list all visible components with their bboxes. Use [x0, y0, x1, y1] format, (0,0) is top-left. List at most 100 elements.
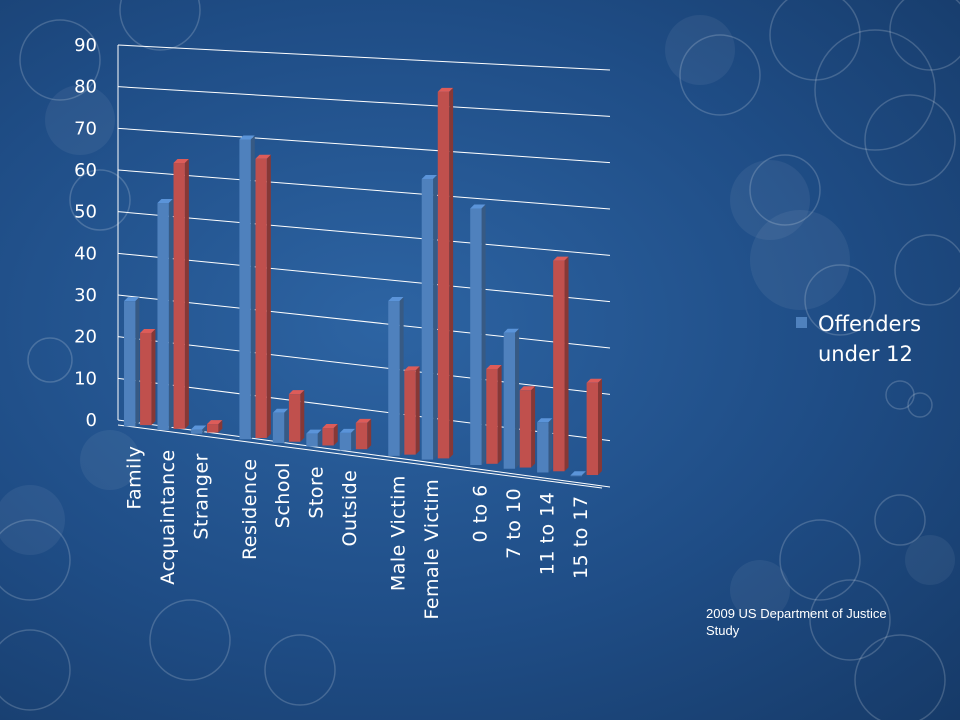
bar-front	[421, 178, 434, 460]
x-tick-label: Acquaintance	[157, 449, 179, 584]
bar-side	[597, 378, 602, 476]
bar-side	[433, 174, 438, 460]
x-tick-label: Outside	[339, 470, 361, 547]
bar-top	[486, 364, 502, 369]
bar-top	[470, 204, 486, 209]
bar	[388, 297, 404, 456]
bar	[486, 364, 502, 464]
bar	[586, 378, 602, 476]
x-tick-label: Family	[123, 446, 145, 510]
bar	[206, 420, 223, 433]
gridline	[117, 169, 611, 210]
bar-side	[399, 297, 404, 456]
bar	[140, 328, 156, 426]
bar	[339, 428, 356, 451]
bar-top	[421, 174, 438, 179]
bar	[306, 429, 322, 447]
bar-front	[437, 91, 450, 459]
x-tick-label: School	[272, 462, 294, 528]
bar-front	[486, 368, 498, 464]
y-tick-label: 90	[74, 35, 97, 56]
y-tick-label: 80	[74, 77, 97, 98]
bar-front	[124, 301, 136, 427]
bar-top	[586, 378, 602, 383]
bar-front	[537, 422, 549, 473]
bar	[124, 297, 140, 427]
bar-top	[173, 159, 189, 164]
bar-front	[239, 139, 251, 440]
bar-side	[317, 429, 322, 447]
bars	[124, 87, 602, 477]
bar-side	[218, 420, 223, 433]
bar	[437, 87, 454, 459]
bar-top	[288, 390, 305, 395]
bar-front	[157, 203, 169, 431]
y-tick-label: 50	[74, 202, 97, 223]
y-tick-label: 60	[74, 160, 97, 181]
bar	[537, 418, 553, 473]
bar-top	[404, 366, 420, 371]
gridline	[117, 127, 611, 164]
bar-front	[206, 424, 219, 433]
source-note: 2009 US Department of Justice Study	[706, 606, 887, 638]
bar-top	[519, 386, 536, 391]
y-tick-label: 30	[74, 285, 97, 306]
bar-top	[355, 418, 372, 423]
x-axis: Family Acquaintance Stranger Residence Schoo…	[123, 446, 592, 620]
y-tick-label: 0	[86, 410, 97, 431]
bar-top	[190, 425, 207, 430]
bar-front	[306, 433, 318, 447]
bar-side	[202, 425, 207, 434]
bar-side	[367, 418, 372, 450]
bar	[157, 199, 173, 431]
bar-front	[388, 301, 400, 456]
bar-top	[570, 471, 586, 476]
legend-label-line-1: Offenders	[818, 312, 921, 336]
bar-side	[351, 428, 356, 451]
x-tick-label: Female Victim	[421, 479, 443, 620]
bar-side	[151, 328, 156, 426]
bar	[519, 386, 536, 468]
bar	[570, 471, 586, 477]
bar-front	[553, 260, 565, 472]
legend: Offenders under 12	[796, 312, 921, 366]
bar	[173, 159, 189, 429]
bar-side	[449, 87, 454, 459]
bar-top	[306, 429, 322, 434]
bar	[322, 424, 338, 446]
bar-side	[333, 424, 338, 446]
x-tick-label: 7 to 10	[503, 488, 525, 559]
bar-side	[415, 366, 420, 455]
x-tick-label: Residence	[239, 458, 261, 560]
bar-front	[255, 158, 267, 439]
bar-side	[515, 328, 520, 469]
bar	[272, 408, 289, 443]
bar-top	[537, 418, 553, 423]
y-axis: 0 10 20 30 40 50 60 70 80 90	[74, 35, 97, 431]
bar-side	[300, 390, 305, 442]
x-tick-label: Male Victim	[388, 475, 410, 591]
bar	[288, 390, 305, 442]
x-tick-label: 11 to 14	[536, 492, 558, 576]
bar-front	[355, 422, 368, 450]
legend-label-line-2: under 12	[818, 342, 913, 366]
bar-side	[168, 199, 173, 431]
bar-front	[586, 382, 598, 476]
bar-front	[339, 432, 352, 451]
legend-swatch	[796, 317, 807, 328]
bar	[355, 418, 372, 450]
bar-top	[322, 424, 338, 429]
bar-top	[272, 408, 289, 413]
bar	[190, 425, 207, 434]
x-tick-label: 15 to 17	[570, 495, 592, 579]
y-tick-label: 20	[74, 327, 97, 348]
y-tick-label: 40	[74, 243, 97, 264]
gridline	[117, 44, 611, 71]
y-tick-label: 70	[74, 118, 97, 139]
bar-front	[570, 475, 582, 477]
gridline	[117, 252, 611, 303]
gridline	[117, 294, 611, 349]
bar	[503, 328, 520, 469]
